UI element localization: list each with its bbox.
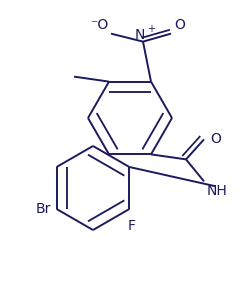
Text: F: F [127,219,135,233]
Text: ⁻O: ⁻O [90,18,108,32]
Text: O: O [210,132,221,146]
Text: O: O [174,18,185,32]
Text: NH: NH [207,184,228,198]
Text: N: N [135,28,145,42]
Text: +: + [147,24,155,34]
Text: Br: Br [35,202,51,216]
